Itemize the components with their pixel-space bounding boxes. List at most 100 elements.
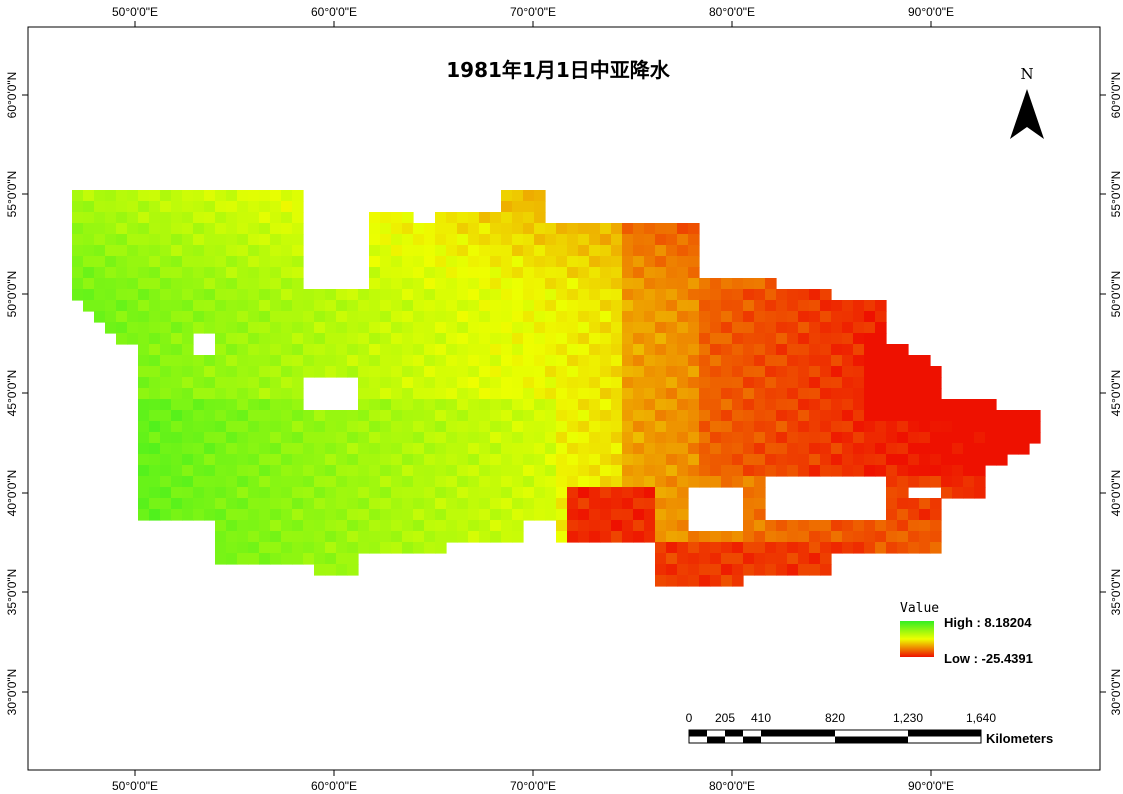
raster-cell	[886, 531, 898, 543]
raster-cell	[149, 300, 161, 312]
raster-cell	[237, 377, 249, 389]
raster-cell	[1007, 443, 1019, 455]
raster-cell	[182, 289, 194, 301]
raster-cell	[831, 333, 843, 345]
raster-cell	[721, 421, 733, 433]
raster-cell	[798, 289, 810, 301]
raster-cell	[523, 289, 535, 301]
raster-cell	[490, 289, 502, 301]
raster-cell	[512, 267, 524, 279]
raster-cell	[798, 388, 810, 400]
raster-cell	[259, 344, 271, 356]
raster-cell	[842, 366, 854, 378]
raster-cell	[391, 355, 403, 367]
raster-cell	[589, 454, 601, 466]
raster-cell	[556, 256, 568, 268]
raster-cell	[193, 190, 205, 202]
raster-cell	[457, 531, 469, 543]
raster-cell	[655, 278, 667, 290]
raster-cell	[193, 355, 205, 367]
raster-cell	[303, 333, 315, 345]
raster-cell	[325, 366, 337, 378]
raster-cell	[776, 333, 788, 345]
raster-cell	[930, 399, 942, 411]
raster-cell	[72, 201, 84, 213]
raster-cell	[875, 311, 887, 323]
raster-cell	[754, 443, 766, 455]
raster-cell	[798, 410, 810, 422]
raster-cell	[391, 487, 403, 499]
raster-cell	[215, 190, 227, 202]
raster-cell	[501, 399, 513, 411]
raster-cell	[732, 399, 744, 411]
raster-cell	[127, 223, 139, 235]
raster-cell	[413, 421, 425, 433]
raster-cell	[94, 256, 106, 268]
raster-cell	[578, 498, 590, 510]
raster-cell	[710, 454, 722, 466]
raster-cell	[798, 311, 810, 323]
raster-cell	[468, 366, 480, 378]
raster-cell	[545, 421, 557, 433]
raster-cell	[215, 509, 227, 521]
raster-cell	[776, 564, 788, 576]
raster-cell	[160, 322, 172, 334]
raster-cell	[424, 355, 436, 367]
raster-cell	[259, 366, 271, 378]
raster-cell	[446, 498, 458, 510]
raster-cell	[479, 399, 491, 411]
raster-cell	[512, 311, 524, 323]
raster-cell	[864, 399, 876, 411]
raster-cell	[347, 509, 359, 521]
raster-cell	[270, 388, 282, 400]
raster-cell	[787, 542, 799, 554]
raster-cell	[127, 300, 139, 312]
raster-cell	[765, 322, 777, 334]
scale-segment	[743, 736, 761, 743]
raster-cell	[545, 289, 557, 301]
raster-cell	[666, 234, 678, 246]
raster-cell	[182, 311, 194, 323]
raster-cell	[259, 289, 271, 301]
raster-cell	[600, 388, 612, 400]
raster-cell	[688, 278, 700, 290]
raster-cell	[699, 366, 711, 378]
raster-cell	[138, 234, 150, 246]
raster-cell	[237, 553, 249, 565]
raster-cell	[479, 278, 491, 290]
raster-cell	[369, 542, 381, 554]
raster-cell	[743, 421, 755, 433]
raster-cell	[303, 421, 315, 433]
raster-cell	[622, 355, 634, 367]
raster-cell	[776, 454, 788, 466]
raster-cell	[633, 509, 645, 521]
raster-cell	[809, 355, 821, 367]
raster-cell	[677, 443, 689, 455]
raster-cell	[765, 564, 777, 576]
raster-cell	[567, 509, 579, 521]
scale-bar-segments	[688, 729, 982, 744]
raster-cell	[930, 454, 942, 466]
raster-cell	[688, 432, 700, 444]
raster-cell	[446, 267, 458, 279]
raster-cell	[248, 509, 260, 521]
north-arrow: N	[1010, 65, 1044, 139]
raster-cell	[600, 520, 612, 532]
raster-cell	[468, 355, 480, 367]
raster-cell	[435, 520, 447, 532]
raster-cell	[776, 311, 788, 323]
raster-cell	[677, 465, 689, 477]
raster-cell	[787, 300, 799, 312]
raster-cell	[457, 487, 469, 499]
raster-cell	[787, 322, 799, 334]
raster-cell	[138, 212, 150, 224]
raster-cell	[336, 531, 348, 543]
raster-cell	[303, 322, 315, 334]
raster-cell	[479, 212, 491, 224]
raster-cell	[534, 421, 546, 433]
raster-cell	[688, 410, 700, 422]
raster-cell	[512, 289, 524, 301]
raster-cell	[314, 366, 326, 378]
raster-cell	[798, 564, 810, 576]
raster-cell	[380, 223, 392, 235]
